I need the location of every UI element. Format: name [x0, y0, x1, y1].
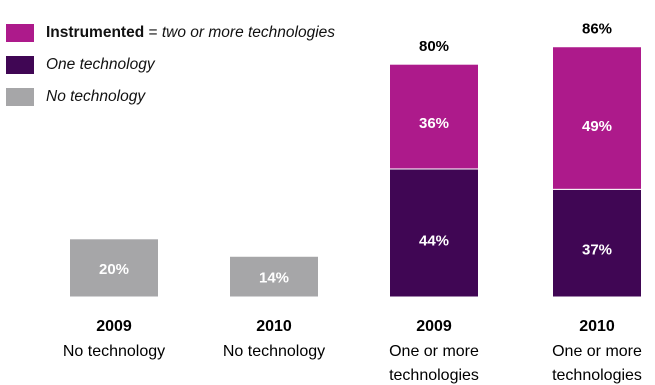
category-label-line-3-0: One or more — [552, 343, 642, 360]
legend-swatch-no-technology — [6, 88, 34, 106]
bar-value-label-none-1: 14% — [259, 270, 289, 287]
category-label-line-0-0: No technology — [63, 343, 165, 360]
category-year-label-1: 2010 — [256, 318, 292, 335]
bar-value-label-one-2: 44% — [419, 232, 449, 249]
category-label-line-1-0: No technology — [223, 343, 325, 360]
bar-value-label-none-0: 20% — [99, 261, 129, 278]
legend-label-one-technology: One technology — [46, 56, 155, 73]
category-label-line-3-1: technologies — [552, 367, 642, 384]
bar-segment-one-3 — [552, 188, 642, 298]
category-year-label-0: 2009 — [96, 318, 132, 335]
bar-segment-none-1 — [229, 255, 319, 298]
legend-swatch-one-technology — [6, 56, 34, 74]
bar-value-label-one-3: 37% — [582, 242, 612, 259]
category-label-line-2-1: technologies — [389, 367, 479, 384]
category-year-label-3: 2010 — [579, 318, 615, 335]
legend-item-one-technology: One technology — [6, 56, 335, 74]
bar-value-label-two_plus-3: 49% — [582, 118, 612, 135]
legend-label-no-technology: No technology — [46, 88, 146, 105]
legend-item-no-technology: No technology — [6, 88, 335, 106]
bar-segment-none-0 — [69, 238, 159, 298]
bar-value-label-two_plus-2: 36% — [419, 115, 449, 132]
legend-swatch-instrumented — [6, 24, 34, 42]
bar-segment-two_plus-2 — [389, 63, 479, 170]
legend-label-instrumented: Instrumented = two or more technologies — [46, 24, 336, 41]
category-label-line-2-0: One or more — [389, 343, 479, 360]
bar-total-label-2: 80% — [419, 38, 449, 55]
bar-segment-two_plus-3 — [552, 46, 642, 190]
legend-item-instrumented: Instrumented = two or more technologies — [6, 24, 335, 42]
category-year-label-2: 2009 — [416, 318, 452, 335]
chart-legend: Instrumented = two or more technologies … — [6, 24, 335, 120]
bar-total-label-3: 86% — [582, 21, 612, 38]
